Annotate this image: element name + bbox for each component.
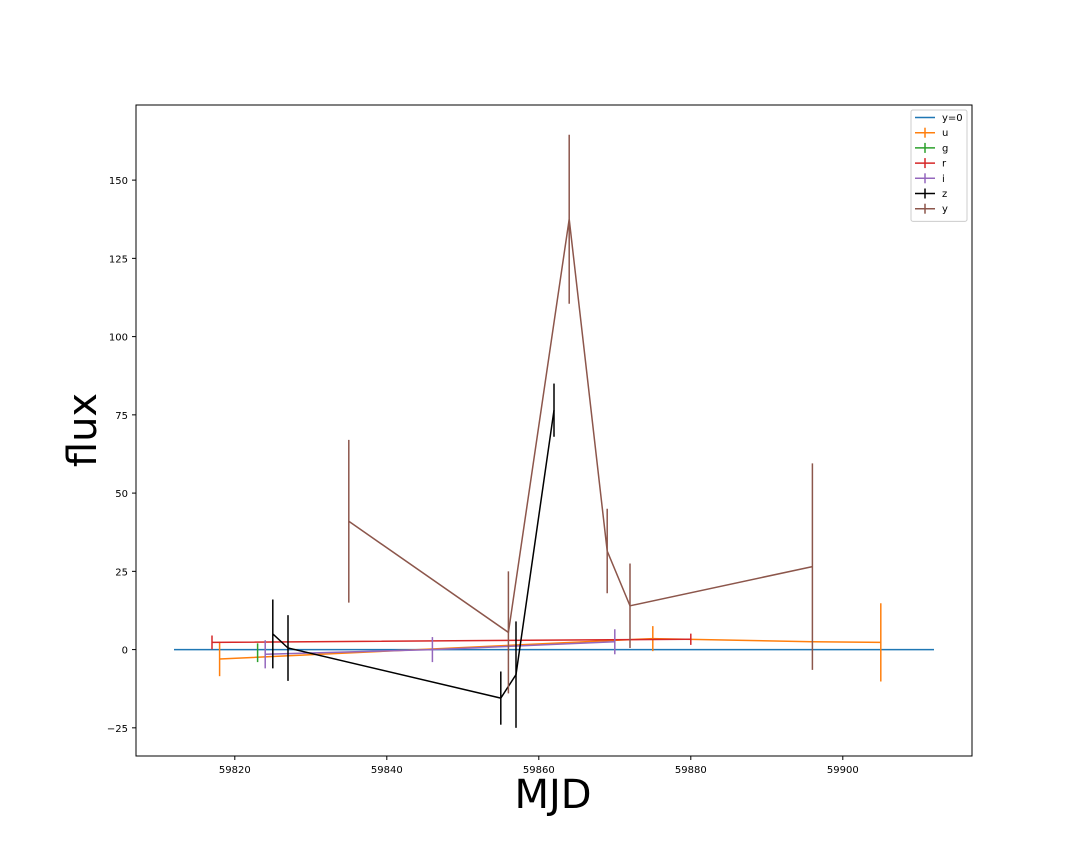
legend-label: z [942, 189, 947, 200]
legend-box [910, 109, 968, 222]
x-tick-label: 59820 [219, 765, 251, 776]
y-tick-label: 75 [115, 411, 128, 422]
axes-frame [135, 104, 973, 757]
y-axis-ticks: −25 0 25 50 75 100 125 150 [107, 176, 136, 735]
y-tick-label: 50 [115, 489, 128, 500]
series-r [211, 633, 692, 650]
legend-label: y=0 [942, 113, 963, 124]
series-y [348, 134, 814, 694]
legend-label: y [942, 204, 948, 215]
y-tick-label: 125 [109, 254, 128, 265]
legend-entry-z: z [915, 188, 947, 200]
legend-entry-r: r [915, 158, 947, 170]
x-tick-label: 59900 [827, 765, 859, 776]
legend-label: i [942, 174, 945, 185]
series-line-z [272, 410, 555, 699]
y-tick-label: 25 [115, 567, 128, 578]
x-axis-ticks: 59820 59840 59860 59880 59900 [219, 756, 859, 776]
plot-area [174, 134, 934, 728]
legend-entry-y=0: y=0 [915, 113, 963, 124]
y-tick-label: 0 [122, 646, 128, 657]
y-axis-title: flux [60, 393, 106, 467]
x-tick-label: 59880 [675, 765, 707, 776]
series-i [264, 629, 616, 669]
x-tick-label: 59840 [371, 765, 403, 776]
y-tick-label: 150 [109, 176, 128, 187]
y-tick-label: 100 [109, 333, 128, 344]
x-tick-label: 59860 [523, 765, 555, 776]
x-axis-title: MJD [514, 772, 591, 818]
series-line-y [348, 219, 813, 634]
series-z [272, 383, 555, 728]
legend-entry-i: i [915, 173, 945, 185]
legend-entry-g: g [915, 142, 948, 154]
legend-label: g [942, 143, 948, 154]
legend-label: u [942, 128, 948, 139]
y-tick-label: −25 [107, 724, 128, 735]
legend-entry-u: u [915, 127, 948, 139]
legend-label: r [942, 159, 947, 170]
legend-entry-y: y [915, 203, 948, 215]
